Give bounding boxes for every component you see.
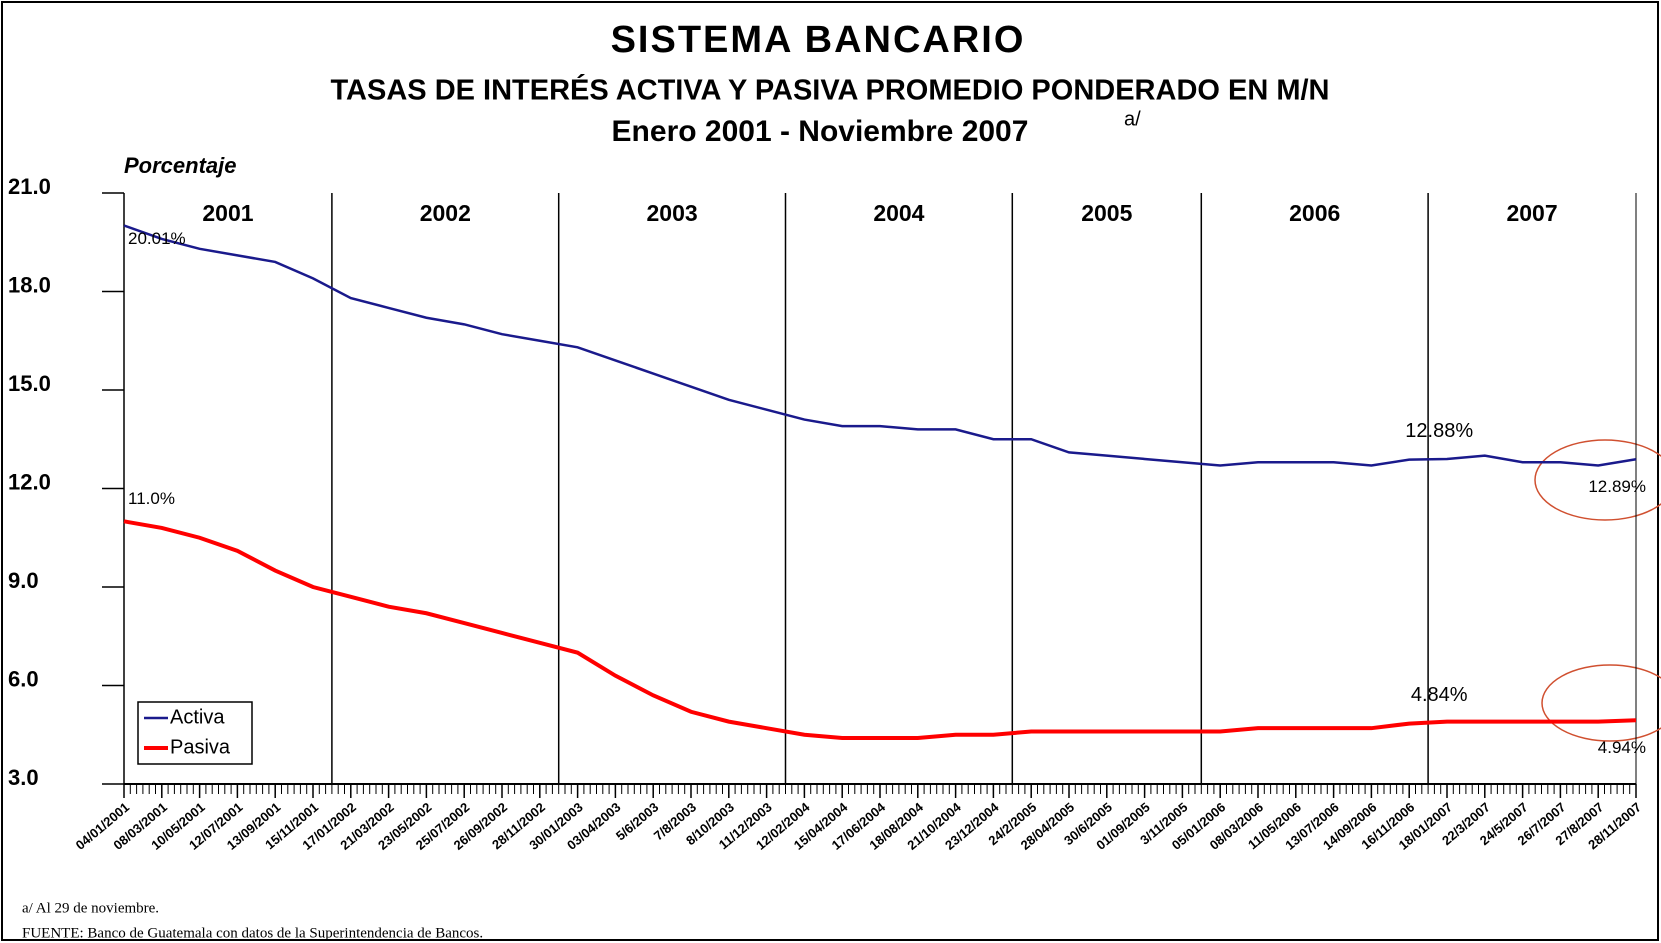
year-label: 2007 — [1506, 200, 1557, 226]
legend-label: Activa — [170, 706, 225, 728]
value-label: 11.0% — [128, 489, 175, 508]
value-label: 12.88% — [1405, 420, 1473, 442]
legend-label: Pasiva — [170, 736, 231, 758]
year-label: 2002 — [420, 200, 471, 226]
y-axis-label: Porcentaje — [124, 153, 237, 178]
series-line — [123, 519, 1637, 741]
y-tick-label: 21.0 — [8, 174, 51, 199]
chart-period: Enero 2001 - Noviembre 2007 — [612, 115, 1029, 148]
chart-title: SISTEMA BANCARIO — [611, 19, 1026, 61]
legend-box — [137, 701, 253, 765]
highlight-circle — [1541, 664, 1661, 742]
year-label: 2004 — [873, 200, 924, 226]
period-note: a/ — [1124, 108, 1141, 130]
year-label: 2001 — [202, 200, 253, 226]
footnote: FUENTE: Banco de Guatemala con datos de … — [22, 925, 483, 941]
highlight-circle — [1534, 439, 1661, 521]
value-label: 12.89% — [1588, 477, 1646, 496]
y-tick-label: 15.0 — [8, 371, 51, 396]
y-tick-label: 6.0 — [8, 666, 39, 691]
value-label: 4.94% — [1598, 738, 1646, 757]
value-label: 4.84% — [1411, 684, 1468, 706]
year-label: 2003 — [647, 200, 698, 226]
value-label: 20.01% — [128, 229, 186, 248]
y-tick-label: 18.0 — [8, 272, 51, 297]
y-tick-label: 12.0 — [8, 469, 51, 494]
year-label: 2005 — [1081, 200, 1132, 226]
y-tick-label: 9.0 — [8, 568, 39, 593]
footnote: a/ Al 29 de noviembre. — [22, 900, 159, 916]
chart-subtitle: TASAS DE INTERÉS ACTIVA Y PASIVA PROMEDI… — [331, 73, 1330, 107]
y-tick-label: 3.0 — [8, 765, 39, 790]
year-label: 2006 — [1289, 200, 1340, 226]
series-line — [123, 224, 1637, 467]
